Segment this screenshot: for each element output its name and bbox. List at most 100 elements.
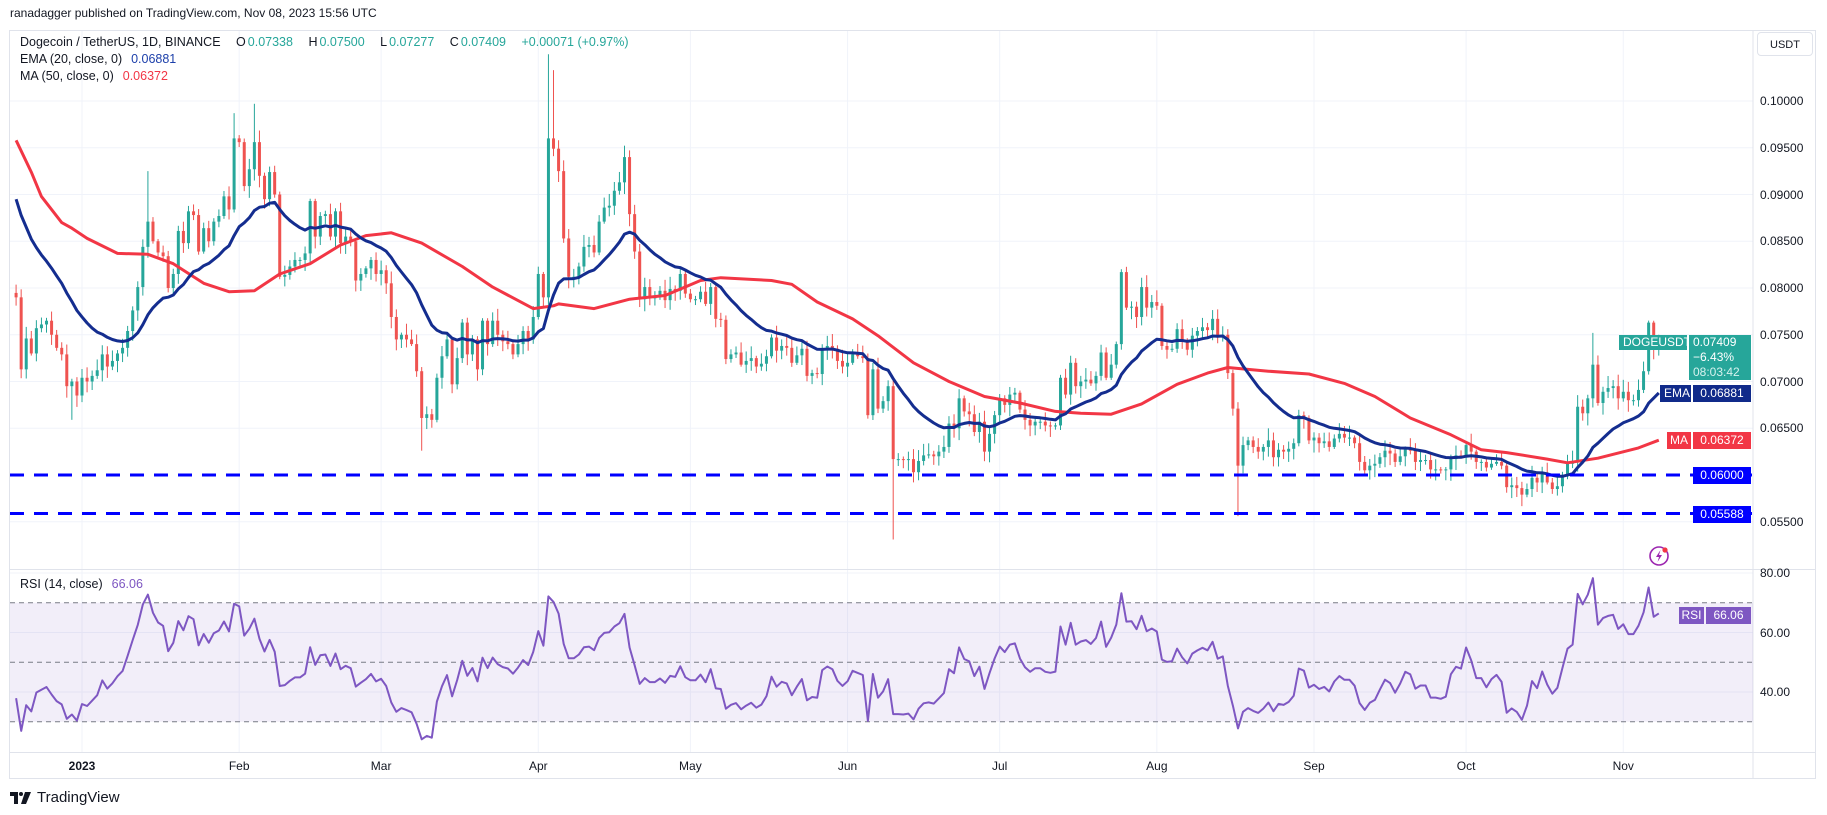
candle <box>227 186 231 220</box>
candle <box>597 215 601 256</box>
candle <box>1353 435 1357 449</box>
candle <box>592 235 596 258</box>
high-label: H <box>308 35 318 49</box>
candle-body <box>775 337 779 351</box>
candle-body <box>161 252 165 257</box>
published-caption: ranadagger published on TradingView.com,… <box>10 6 377 20</box>
candle-body <box>739 352 743 365</box>
candle <box>146 171 150 258</box>
candle <box>232 113 236 213</box>
candle <box>197 209 201 255</box>
time-tick-label: Feb <box>228 759 250 773</box>
candle <box>1033 416 1037 436</box>
candle-body <box>100 354 104 371</box>
legend-main: Dogecoin / TetherUS, 1D, BINANCE O 0.0733… <box>20 35 631 49</box>
candle-body <box>851 354 855 363</box>
price-tick-label: 0.10000 <box>1760 94 1804 108</box>
candle-body <box>445 339 449 357</box>
candle <box>39 317 43 333</box>
candle-body <box>359 273 363 281</box>
candle-body <box>683 273 687 294</box>
candle <box>85 367 89 393</box>
symbol-badge: DOGEUSDT <box>1619 335 1691 350</box>
candle-body <box>278 194 282 277</box>
candle-body <box>744 360 748 365</box>
candle-body <box>1048 425 1052 427</box>
symbol-title[interactable]: Dogecoin / TetherUS, 1D, BINANCE <box>20 35 221 49</box>
candle-body <box>263 175 267 200</box>
candle <box>1393 449 1397 467</box>
candle-body <box>475 339 479 370</box>
candle-body <box>729 354 733 360</box>
candle-body <box>856 354 860 357</box>
candle <box>374 252 378 282</box>
candle-body <box>1277 449 1281 458</box>
candle <box>830 334 834 359</box>
candle <box>1206 322 1210 339</box>
candle-body <box>709 287 713 304</box>
candle <box>1216 309 1220 344</box>
candle <box>247 158 251 198</box>
candle-body <box>1018 392 1022 410</box>
candle <box>1621 379 1625 402</box>
candle-body <box>1434 469 1438 471</box>
candle <box>90 370 94 391</box>
candle <box>891 378 895 540</box>
candle-body <box>932 454 936 457</box>
candle-body <box>1180 329 1184 342</box>
candle <box>389 271 393 329</box>
support-level-badge: 0.06000 <box>1693 467 1751 484</box>
legend-ma[interactable]: MA (50, close, 0) 0.06372 <box>20 69 170 83</box>
candle-body <box>303 253 307 260</box>
candle <box>1581 399 1585 421</box>
candle <box>323 210 327 224</box>
candle <box>1059 374 1063 430</box>
candle <box>866 353 870 419</box>
candle <box>638 243 642 308</box>
candle-body <box>131 310 135 332</box>
candle <box>770 334 774 359</box>
rsi-pane <box>10 577 1753 741</box>
candle-body <box>1383 450 1387 458</box>
candle <box>1129 301 1133 320</box>
candle <box>1302 411 1306 429</box>
candle-body <box>460 322 464 359</box>
candle-body <box>212 221 216 242</box>
candle-body <box>1525 489 1529 495</box>
rsi-tick-label: 40.00 <box>1760 685 1791 699</box>
candle <box>1266 428 1270 457</box>
candle <box>110 350 114 371</box>
candle <box>410 329 414 347</box>
lightning-icon[interactable] <box>1649 546 1669 566</box>
candle <box>729 349 733 363</box>
candle-body <box>1200 327 1204 332</box>
candle-body <box>1053 425 1057 427</box>
candle-body <box>1099 352 1103 376</box>
candle-body <box>1540 474 1544 483</box>
candle-body <box>323 214 327 217</box>
candle <box>1089 371 1093 386</box>
candle-body <box>1495 461 1499 464</box>
candle <box>1170 343 1174 352</box>
candle <box>1312 432 1316 453</box>
legend-ema[interactable]: EMA (20, close, 0) 0.06881 <box>20 52 178 66</box>
candle-body <box>110 360 114 367</box>
candle-body <box>486 320 490 345</box>
candle <box>186 205 190 249</box>
candle-body <box>1560 475 1564 487</box>
candle-body <box>805 348 809 376</box>
candle <box>1464 443 1468 464</box>
legend-rsi[interactable]: RSI (14, close) 66.06 <box>20 577 145 591</box>
currency-button[interactable]: USDT <box>1757 32 1813 56</box>
candle-body <box>1064 377 1068 395</box>
footer-brand[interactable]: TradingView <box>10 789 120 806</box>
candle-body <box>693 299 697 301</box>
candle <box>1175 323 1179 353</box>
candle-body <box>516 344 520 355</box>
candle <box>962 395 966 417</box>
candle <box>359 268 363 291</box>
candle <box>354 237 358 292</box>
candle-body <box>886 386 890 402</box>
ma-badge-value: 0.06372 <box>1693 432 1751 449</box>
